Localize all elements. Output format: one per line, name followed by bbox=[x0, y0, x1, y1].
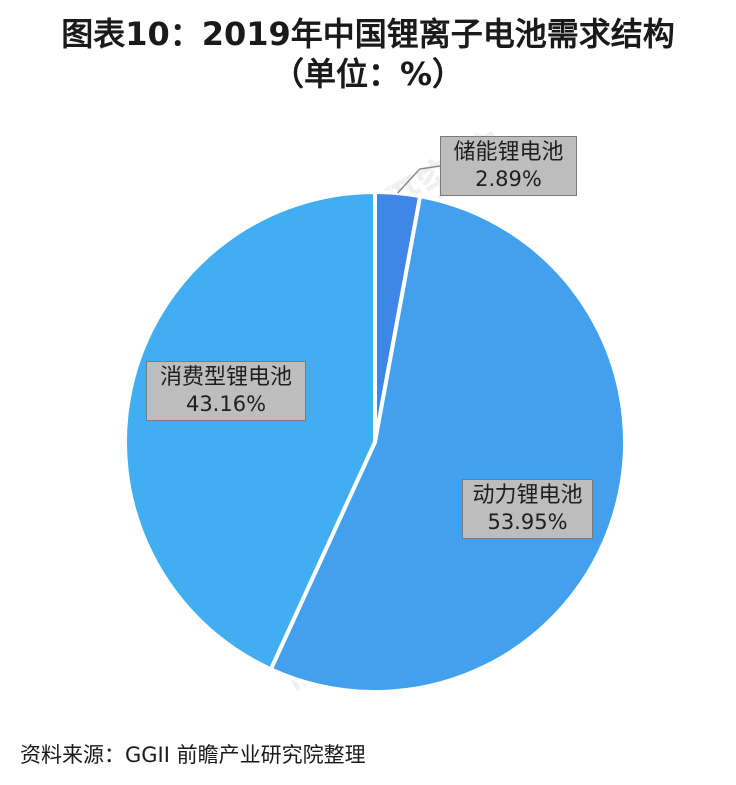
slice-label-power-value: 53.95% bbox=[487, 510, 568, 534]
slice-label-consumer-name: 消费型锂电池 bbox=[159, 365, 292, 390]
chart-title-line2: （单位：%） bbox=[271, 55, 465, 93]
slice-label-storage-name: 储能锂电池 bbox=[453, 140, 564, 165]
chart-title-line1: 图表10：2019年中国锂离子电池需求结构 bbox=[61, 15, 675, 53]
slice-label-storage: 储能锂电池 2.89% bbox=[440, 136, 577, 196]
slice-label-consumer: 消费型锂电池 43.16% bbox=[146, 361, 306, 421]
label-leaders bbox=[397, 165, 441, 194]
slice-label-consumer-value: 43.16% bbox=[185, 392, 267, 416]
pie-slices bbox=[123, 190, 627, 694]
slice-label-power: 动力锂电池 53.95% bbox=[462, 479, 593, 539]
leader-line-storage bbox=[397, 165, 441, 194]
chart-title: 图表10：2019年中国锂离子电池需求结构 （单位：%） bbox=[0, 14, 736, 94]
slice-label-power-name: 动力锂电池 bbox=[472, 483, 583, 508]
pie-slice-consumer bbox=[123, 190, 377, 672]
pie-slice-power bbox=[268, 194, 627, 694]
source-note: 资料来源：GGII 前瞻产业研究院整理 bbox=[20, 743, 366, 767]
slice-label-storage-value: 2.89% bbox=[475, 167, 542, 191]
